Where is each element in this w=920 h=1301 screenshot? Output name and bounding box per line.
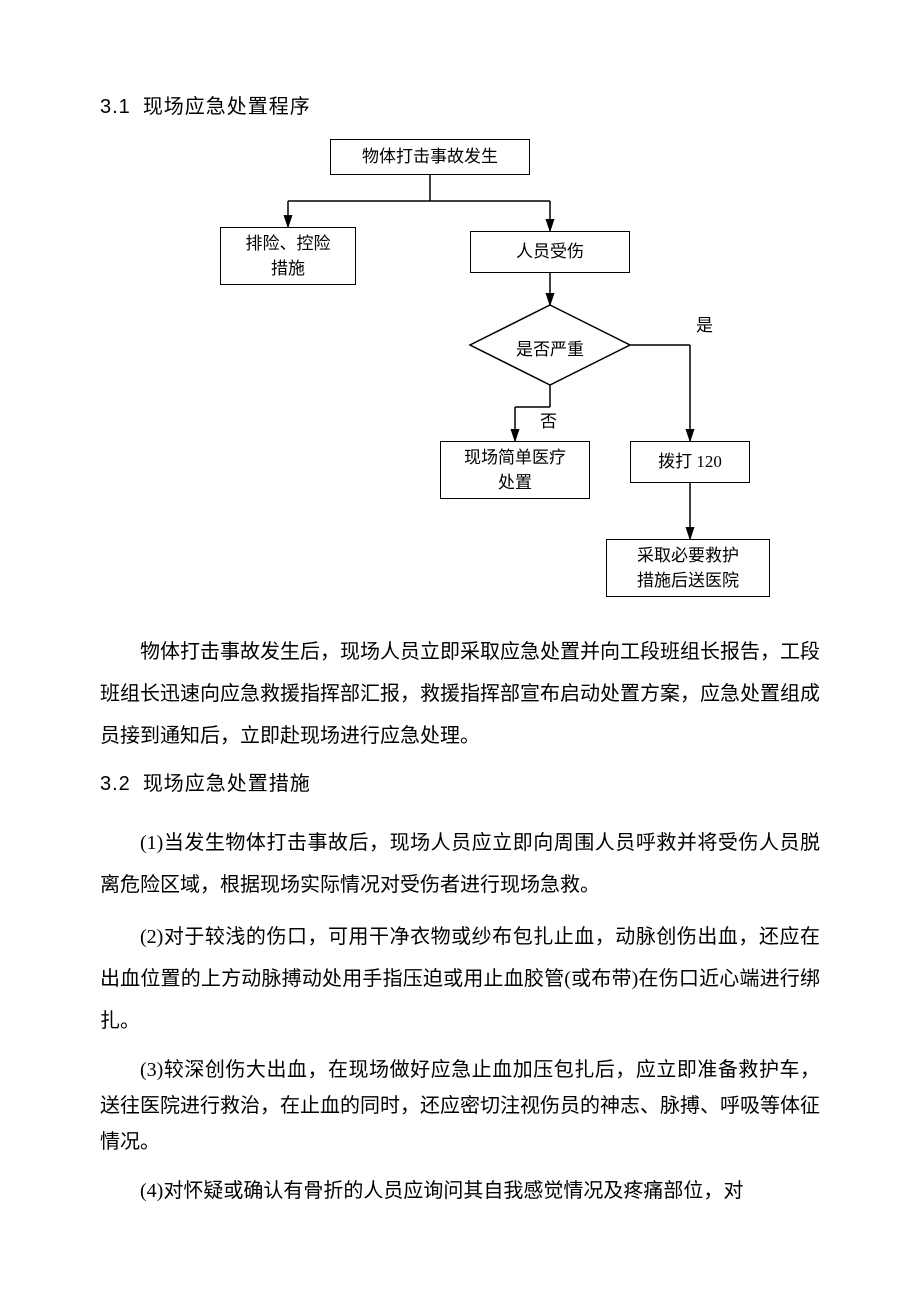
flowchart-edges	[140, 139, 780, 599]
node-mitigate: 排险、控险 措施	[220, 227, 356, 285]
section-title: 现场应急处置程序	[143, 96, 311, 118]
paragraph-1: 物体打击事故发生后，现场人员立即采取应急处置并向工段班组长报告，工段班组长迅速向…	[100, 631, 820, 757]
edge-label-no: 否	[540, 407, 557, 432]
node-simple-treatment: 现场简单医疗 处置	[440, 441, 590, 499]
section-num: 3.2	[100, 773, 131, 795]
list-item-1: (1)当发生物体打击事故后，现场人员应立即向周围人员呼救并将受伤人员脱离危险区域…	[100, 822, 820, 906]
node-hospital: 采取必要救护 措施后送医院	[606, 539, 770, 597]
node-injury: 人员受伤	[470, 231, 630, 273]
section-num: 3.1	[100, 96, 131, 118]
edge-label-yes: 是	[696, 311, 713, 336]
section-title: 现场应急处置措施	[143, 773, 311, 795]
list-item-4: (4)对怀疑或确认有骨折的人员应询问其自我感觉情况及疼痛部位，对	[100, 1170, 820, 1212]
section-3-2-heading: 3.2 现场应急处置措施	[100, 767, 820, 796]
emergency-flowchart: 物体打击事故发生 排险、控险 措施 人员受伤 是否严重 是 否 现场简单医疗 处…	[140, 139, 780, 599]
node-decision-label: 是否严重	[516, 335, 584, 360]
list-item-2: (2)对于较浅的伤口，可用干净衣物或纱布包扎止血，动脉创伤出血，还应在出血位置的…	[100, 916, 820, 1042]
node-start: 物体打击事故发生	[330, 139, 530, 175]
list-item-3: (3)较深创伤大出血，在现场做好应急止血加压包扎后，应立即准备救护车，送往医院进…	[100, 1052, 820, 1160]
node-call-120: 拨打 120	[630, 441, 750, 483]
section-3-1-heading: 3.1 现场应急处置程序	[100, 90, 820, 119]
